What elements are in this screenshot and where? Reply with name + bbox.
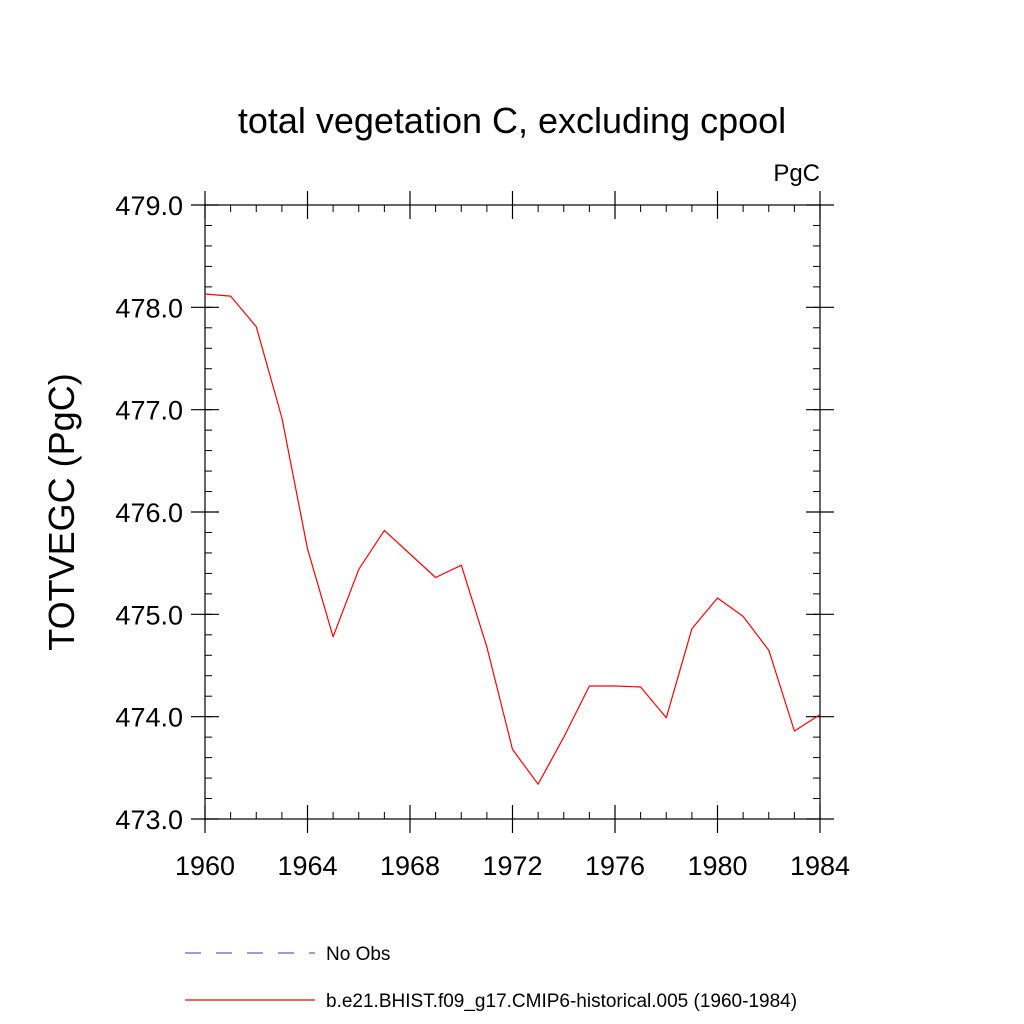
series-line-historical <box>204 293 821 785</box>
y-tick-label: 477.0 <box>115 396 183 426</box>
y-tick-label: 474.0 <box>115 703 183 733</box>
legend: No Obs b.e21.BHIST.f09_g17.CMIP6-histori… <box>185 944 797 1012</box>
x-tick-label: 1984 <box>790 851 850 881</box>
y-tick-label: 476.0 <box>115 498 183 528</box>
series-lines <box>204 293 821 785</box>
plot-frame <box>204 204 821 820</box>
y-minor-ticks <box>205 204 820 820</box>
x-tick-label: 1960 <box>175 851 235 881</box>
x-tick-label: 1972 <box>482 851 542 881</box>
y-axis-ticks: 473.0 474.0 475.0 476.0 477.0 478.0 479.0 <box>115 191 834 835</box>
y-tick-label: 475.0 <box>115 600 183 630</box>
legend-label-historical: b.e21.BHIST.f09_g17.CMIP6-historical.005… <box>326 991 797 1012</box>
x-minor-ticks <box>204 205 821 819</box>
x-tick-label: 1964 <box>277 851 337 881</box>
y-tick-label: 479.0 <box>115 191 183 221</box>
x-axis-ticks: 1960 1964 1968 1972 1976 1980 1984 <box>175 191 850 881</box>
y-tick-label: 473.0 <box>115 805 183 835</box>
y-axis-label: TOTVEGC (PgC) <box>41 373 82 650</box>
legend-label-no-obs: No Obs <box>326 944 390 965</box>
x-tick-label: 1968 <box>380 851 440 881</box>
units-label: PgC <box>773 160 820 187</box>
y-tick-label: 478.0 <box>115 293 183 323</box>
x-tick-label: 1976 <box>585 851 645 881</box>
x-tick-label: 1980 <box>687 851 747 881</box>
chart-title: total vegetation C, excluding cpool <box>238 100 786 141</box>
